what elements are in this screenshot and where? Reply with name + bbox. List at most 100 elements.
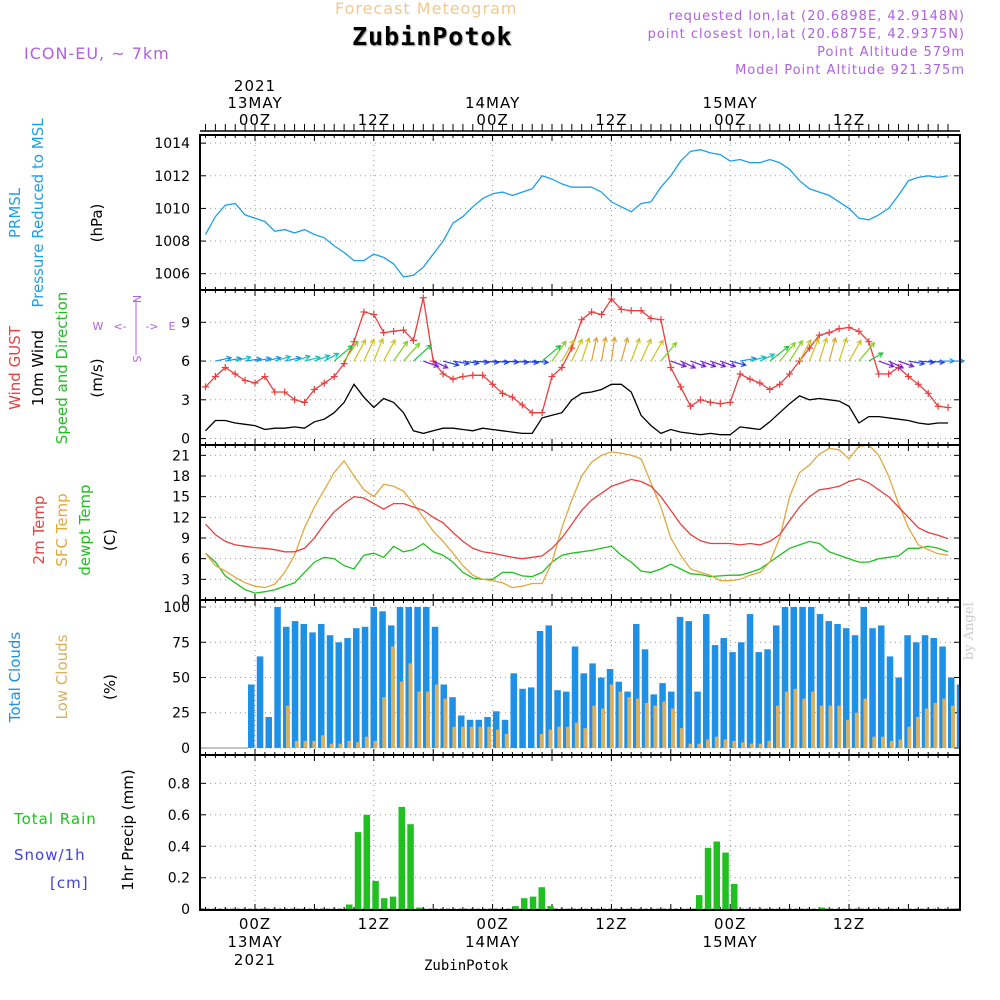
compass-e: E [169,320,176,333]
total-cloud-bar [300,624,307,748]
bottom-time-label: 12Z [358,915,390,933]
total-cloud-bar [886,656,894,748]
low-cloud-bar [942,698,947,748]
bottom-time-label: 15MAY [703,933,758,951]
wind-direction-arrow [502,358,520,365]
total-cloud-bar [799,607,806,748]
wind-direction-arrow [888,360,905,369]
wind-direction-arrow [898,360,915,368]
low-cloud-bar [671,708,675,748]
low-cloud-bar [443,698,448,748]
compass-arrow-e: -> [145,320,158,333]
total-cloud-bar [703,614,710,748]
wind-direction-arrow [512,359,530,365]
total-cloud-bar [869,628,876,748]
gust-point [746,375,754,383]
gust-point [667,364,675,371]
compass-arrow-w: <- [113,320,126,333]
gust-point [251,379,259,387]
total-cloud-bar [755,652,762,748]
gust-point [518,401,526,409]
low-cloud-bar [907,726,912,748]
gust-point [370,311,378,319]
wind-direction-arrow [324,352,340,362]
model-name: ICON-EU, ~ 7km [24,44,170,63]
wind-direction-arrow [769,345,790,362]
y-tick-label: 3 [181,393,190,409]
rain-bar [538,887,545,910]
gust-point [380,329,388,337]
low-cloud-bar [776,705,780,748]
total-cloud-bar [746,614,754,748]
pressure-line [204,149,949,278]
gust-point [944,404,952,412]
y-tick-label: 0.6 [168,808,190,824]
wind-direction-arrow [600,336,608,362]
total-cloud-bar [414,607,421,748]
low-cloud-bar [347,740,352,748]
gust-point [202,383,209,391]
wind-direction-arrow [878,360,895,368]
total-cloud-bar [816,614,824,748]
gust-point [469,371,477,379]
rain-bar [512,906,519,910]
gust-point [697,396,704,404]
gust-point [301,398,308,406]
low-cloud-bar [356,742,360,748]
total-cloud-bar [738,642,745,748]
y-tick-label: 1010 [154,201,190,217]
low-cloud-bar [539,733,544,748]
gust-point [885,370,893,378]
low-cloud-bar [329,743,334,748]
y-tick-label: 1014 [154,136,190,152]
gust-point [627,307,635,315]
gust-point [865,338,873,346]
total-cloud-bar [361,626,369,748]
total-cloud-bar [554,690,561,748]
total-cloud-bar [265,717,272,748]
wind-direction-arrow [235,355,252,362]
gust-point [499,389,506,397]
gust-point [508,393,516,401]
panel-frame [199,134,961,291]
panel-label: Low Clouds [53,634,71,719]
total-cloud-bar [711,645,719,748]
low-cloud-bar [487,726,492,748]
total-cloud-bar [851,635,859,748]
top-time-label: 00Z [239,111,271,129]
gust-point [578,316,586,324]
wind-direction-arrow [650,339,664,362]
wind-direction-arrow [581,337,591,362]
panel-label: PRMSL [6,187,24,238]
gust-point [716,400,724,408]
bottom-time-label: 13MAY [227,933,282,951]
total-cloud-bar [921,635,929,748]
legend-snow: Snow/1h [14,846,86,864]
gust-point [776,380,784,388]
total-cloud-bar [274,607,281,748]
wind-direction-arrow [412,344,433,362]
rain-bar [547,906,554,910]
total-cloud-bar [808,607,815,748]
y-tick-label: 0 [181,593,190,609]
legend-snow-unit: [cm] [50,874,89,892]
gust-point [400,326,407,334]
total-cloud-bar [379,611,386,748]
low-cloud-bar [854,712,859,748]
low-cloud-bar [828,705,833,748]
low-cloud-bar [452,726,457,748]
wind-direction-arrow [779,341,796,362]
dewpt-line [205,540,949,594]
gust-point [598,311,605,319]
y-tick-label: 0.8 [168,776,190,792]
total-cloud-bar [834,624,841,748]
low-cloud-bar [469,726,474,748]
y-tick-label: 1012 [154,169,190,185]
wind-direction-arrow [333,344,354,362]
wind-direction-arrow [789,339,803,362]
low-cloud-bar [294,740,299,748]
low-cloud-bar [504,733,509,748]
gust-point [291,396,299,404]
gust-point [756,379,764,387]
